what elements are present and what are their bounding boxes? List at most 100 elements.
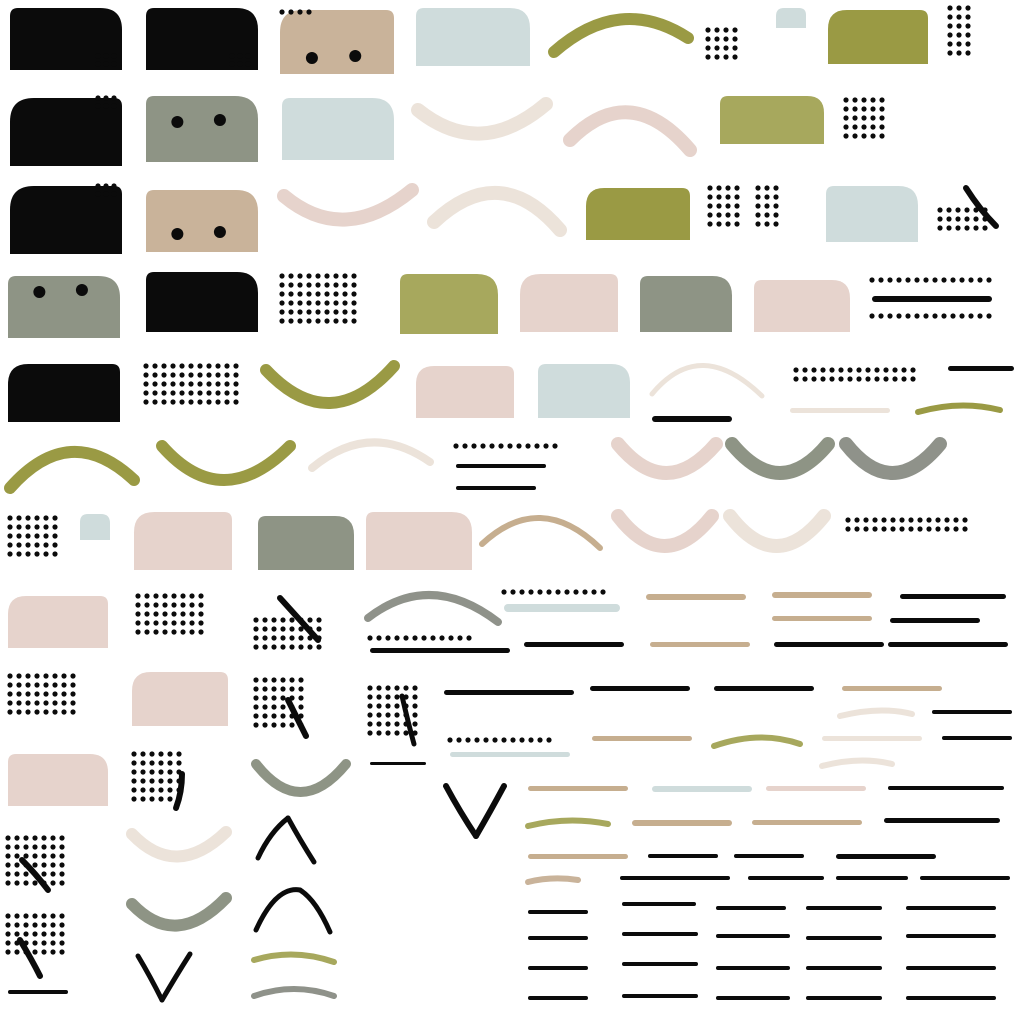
dot-fragment (367, 712, 373, 718)
dot-fragment (149, 769, 155, 775)
dot-fragment (289, 617, 295, 623)
dot-fragment (716, 185, 722, 191)
dot-fragment (412, 703, 418, 709)
dot-fragment (153, 611, 159, 617)
dot-fragment (188, 390, 194, 396)
cushion-patch (10, 186, 122, 254)
dot-fragment (448, 635, 454, 641)
dot-fragment (5, 922, 11, 928)
dot-fragment (7, 709, 13, 715)
dot-fragment (262, 644, 268, 650)
dot-fragment (914, 277, 920, 283)
dot-fragment (965, 14, 971, 20)
dot-fragment (5, 931, 11, 937)
dot-fragment (394, 703, 400, 709)
bar-strip (766, 786, 866, 791)
dot-fragment (421, 635, 427, 641)
dot-fragment (289, 626, 295, 632)
dot-fragment (324, 282, 330, 288)
dot-fragment (215, 363, 221, 369)
dot-fragment (140, 751, 146, 757)
dot-fragment (316, 626, 322, 632)
dot-fragment (546, 737, 552, 743)
curved-strip (251, 986, 337, 999)
bar-strip (806, 996, 882, 1000)
dot-fragment (732, 27, 738, 33)
dot-fragment (5, 880, 11, 886)
dot-fragment (439, 635, 445, 641)
dot-fragment (856, 367, 862, 373)
dot-fragment (385, 721, 391, 727)
bar-strip (790, 408, 890, 413)
dot-fragment (5, 853, 11, 859)
bar-strip (822, 736, 922, 741)
dot-fragment (95, 61, 101, 67)
curved-strip (611, 509, 719, 553)
dot-fragment (977, 277, 983, 283)
dot-fragment (297, 318, 303, 324)
dot-fragment (103, 95, 109, 101)
dot-fragment (180, 629, 186, 635)
dot-fragment (342, 291, 348, 297)
dot-fragment (158, 769, 164, 775)
dot-fragment (333, 309, 339, 315)
cushion-patch (538, 364, 630, 418)
cushion-patch (146, 272, 258, 332)
dot-fragment (297, 282, 303, 288)
dot-fragment (582, 589, 588, 595)
dot-fragment (52, 700, 58, 706)
dot-fragment (198, 611, 204, 617)
dot-fragment (70, 682, 76, 688)
dot-fragment (176, 751, 182, 757)
dot-fragment (854, 526, 860, 532)
dot-fragment (802, 376, 808, 382)
cushion-patch (754, 280, 850, 332)
dot-fragment (764, 203, 770, 209)
dot-fragment (253, 722, 259, 728)
dot-fragment (773, 194, 779, 200)
dot-fragment (233, 363, 239, 369)
dot-fragment (161, 363, 167, 369)
dot-fragment (707, 212, 713, 218)
dot-fragment (811, 367, 817, 373)
dot-fragment (215, 381, 221, 387)
dot-fragment (131, 787, 137, 793)
dot-fragment (140, 796, 146, 802)
dot-fragment (224, 363, 230, 369)
dot-fragment (298, 695, 304, 701)
dot-fragment (716, 221, 722, 227)
dot-fragment (52, 682, 58, 688)
dot-fragment (103, 183, 109, 189)
dot-fragment (288, 309, 294, 315)
dot-fragment (5, 949, 11, 955)
cushion-patch (146, 190, 258, 252)
dot-fragment (32, 940, 38, 946)
dot-fragment (188, 381, 194, 387)
dot-fragment (271, 644, 277, 650)
dot-fragment (198, 602, 204, 608)
dot-fragment (16, 700, 22, 706)
dot-fragment (197, 399, 203, 405)
dot-fragment (289, 686, 295, 692)
dot-fragment (245, 61, 251, 67)
dot-fragment (941, 277, 947, 283)
dot-fragment (874, 376, 880, 382)
dot-fragment (342, 300, 348, 306)
dot-fragment (755, 194, 761, 200)
dot-fragment (456, 737, 462, 743)
dot-fragment (152, 390, 158, 396)
dot-fragment (43, 709, 49, 715)
dot-fragment (50, 880, 56, 886)
dot-fragment (16, 515, 22, 521)
dot-fragment (32, 949, 38, 955)
dot-fragment (480, 443, 486, 449)
dot-fragment (474, 737, 480, 743)
dot-fragment (32, 880, 38, 886)
dot-fragment (923, 313, 929, 319)
dot-fragment (131, 769, 137, 775)
dot-fragment (883, 376, 889, 382)
dot-fragment (870, 124, 876, 130)
dot-fragment (297, 9, 303, 15)
dot-fragment (306, 300, 312, 306)
dot-fragment (306, 318, 312, 324)
